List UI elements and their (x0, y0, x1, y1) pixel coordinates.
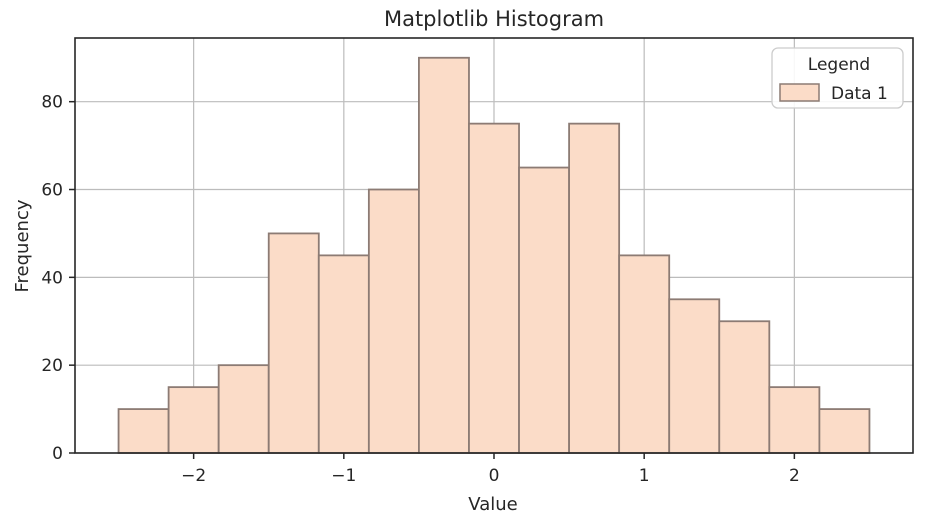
x-tick-label: −1 (331, 466, 356, 486)
histogram-bar (618, 254, 671, 454)
y-tick-label: 40 (41, 268, 63, 288)
histogram-bar (167, 386, 220, 454)
legend: Legend Data 1 (771, 47, 904, 109)
chart-title: Matplotlib Histogram (384, 7, 604, 31)
histogram-bars (117, 56, 871, 454)
histogram-bar (668, 298, 721, 454)
histogram-bar (267, 232, 320, 454)
legend-title: Legend (808, 55, 870, 75)
histogram-bar (718, 320, 771, 454)
x-axis-label: Value (468, 494, 517, 515)
histogram-bar (768, 386, 821, 454)
x-tick-label: −2 (181, 466, 206, 486)
histogram-bar (217, 364, 270, 454)
histogram-bar (117, 408, 170, 454)
x-tick-label: 0 (489, 466, 500, 486)
histogram-bar (317, 254, 370, 454)
y-tick-label: 60 (41, 181, 63, 201)
y-axis-label: Frequency (12, 199, 33, 292)
tick-marks (69, 100, 796, 459)
y-tick-label: 0 (52, 444, 63, 464)
x-tick-label: 2 (789, 466, 800, 486)
y-tick-label: 80 (41, 93, 63, 113)
histogram-bar (518, 166, 570, 454)
histogram-bar (418, 56, 470, 454)
legend-swatch (779, 83, 820, 102)
x-tick-label: 1 (639, 466, 650, 486)
histogram-bar (568, 122, 621, 454)
y-tick-label: 20 (41, 356, 63, 376)
histogram-bar (468, 122, 520, 454)
histogram-bar (367, 188, 420, 454)
legend-entry-label: Data 1 (831, 84, 888, 104)
histogram-bar (818, 408, 871, 454)
